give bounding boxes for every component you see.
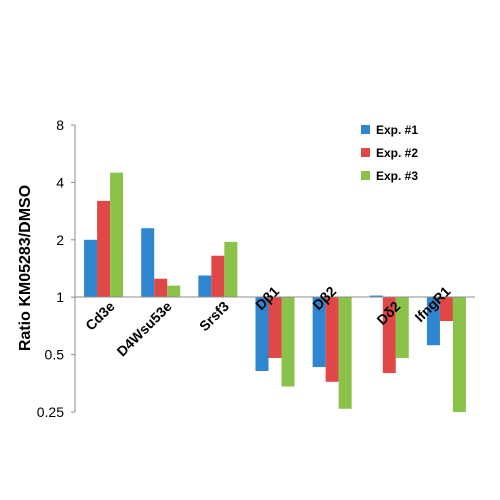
bar [141,228,155,298]
bar [167,285,181,298]
y-tick-label: 8 [56,117,64,133]
legend-label: Exp. #1 [376,123,418,137]
axes-layer [71,124,475,413]
bar [426,297,440,346]
bar [97,200,111,298]
bar [110,172,124,298]
bar [369,295,383,298]
y-tick-label: 2 [56,232,64,248]
bar [84,239,98,298]
bar [198,275,212,298]
bar [439,297,453,322]
bars-layer [84,172,466,412]
legend-label: Exp. #3 [376,169,418,183]
bar [255,297,269,372]
bar [452,297,466,412]
y-tick-label: 1 [56,289,64,305]
category-label: Srsf3 [196,298,232,334]
bar [281,297,295,387]
bar [325,297,339,382]
bar [211,255,225,298]
legend-swatch [361,148,370,157]
legend-label: Exp. #2 [376,146,418,160]
legend-swatch [361,171,370,180]
category-label: Cd3e [82,298,118,334]
y-tick-label: 4 [56,174,64,190]
y-tick-labels: 8 4 2 1 0.5 0.25 [37,117,64,420]
bar [338,297,352,409]
bar [268,297,282,358]
bar [395,297,409,358]
y-tick-label: 0.5 [45,347,65,363]
bar [312,297,326,368]
category-label: D4Wsu53e [113,298,175,360]
bar [154,278,168,298]
y-tick-label: 0.25 [37,404,64,420]
bar [382,297,396,374]
legend: Exp. #1 Exp. #2 Exp. #3 [361,123,418,183]
bar [224,241,238,298]
legend-swatch [361,125,370,134]
y-axis-title: Ratio KM05283/DMSO [17,185,34,351]
